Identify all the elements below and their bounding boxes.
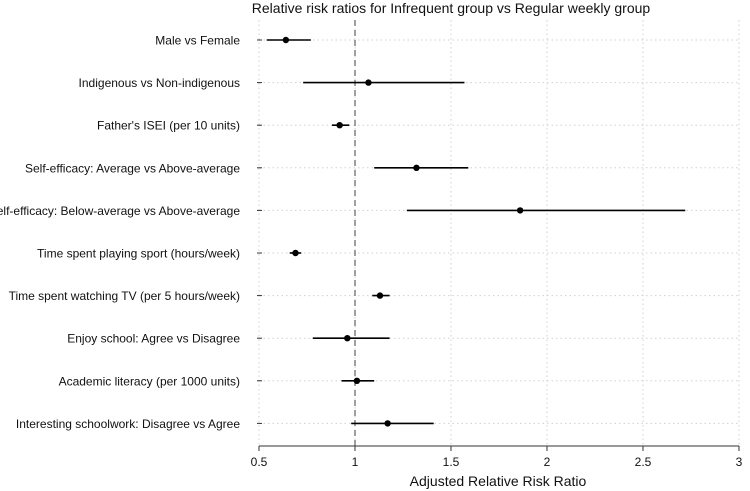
y-label-3: Self-efficacy: Average vs Above-average (25, 161, 240, 175)
estimate-point-7 (344, 335, 351, 342)
estimate-point-0 (282, 36, 290, 44)
y-axis-labels: Male vs Female Indigenous vs Non-indigeno… (0, 34, 262, 431)
confidence-intervals (266, 39, 686, 425)
y-label-7: Enjoy school: Agree vs Disagree (67, 332, 240, 346)
x-tick-label-4: 2.5 (635, 455, 652, 469)
y-label-0: Male vs Female (155, 34, 240, 48)
chart-title: Relative risk ratios for Infrequent grou… (252, 0, 651, 16)
estimate-point-3 (413, 164, 420, 171)
x-tick-label-2: 1.5 (443, 455, 460, 469)
y-label-4: Self-efficacy: Below-average vs Above-av… (0, 204, 240, 218)
x-tick-label-1: 1 (352, 455, 359, 469)
x-axis: 0.5 1 1.5 2 2.5 3 (251, 445, 743, 469)
x-tick-label-5: 3 (736, 455, 743, 469)
estimate-point-9 (384, 420, 391, 427)
estimate-point-4 (516, 207, 524, 214)
estimate-point-8 (353, 377, 361, 384)
estimate-point-5 (292, 249, 299, 257)
estimate-point-6 (376, 292, 384, 299)
y-label-5: Time spent playing sport (hours/week) (37, 247, 240, 261)
y-label-9: Interesting schoolwork: Disagree vs Agre… (16, 417, 240, 431)
x-tick-label-0: 0.5 (251, 455, 268, 469)
y-label-1: Indigenous vs Non-indigenous (79, 76, 240, 90)
estimate-point-2 (336, 122, 343, 129)
y-label-2: Father's ISEI (per 10 units) (97, 119, 240, 133)
x-axis-title: Adjusted Relative Risk Ratio (410, 473, 587, 489)
y-label-8: Academic literacy (per 1000 units) (59, 374, 240, 388)
estimate-point-1 (365, 79, 372, 86)
x-tick-label-3: 2 (544, 455, 551, 469)
y-label-6: Time spent watching TV (per 5 hours/week… (9, 289, 240, 303)
point-estimates (282, 36, 524, 427)
grid (258, 20, 740, 446)
